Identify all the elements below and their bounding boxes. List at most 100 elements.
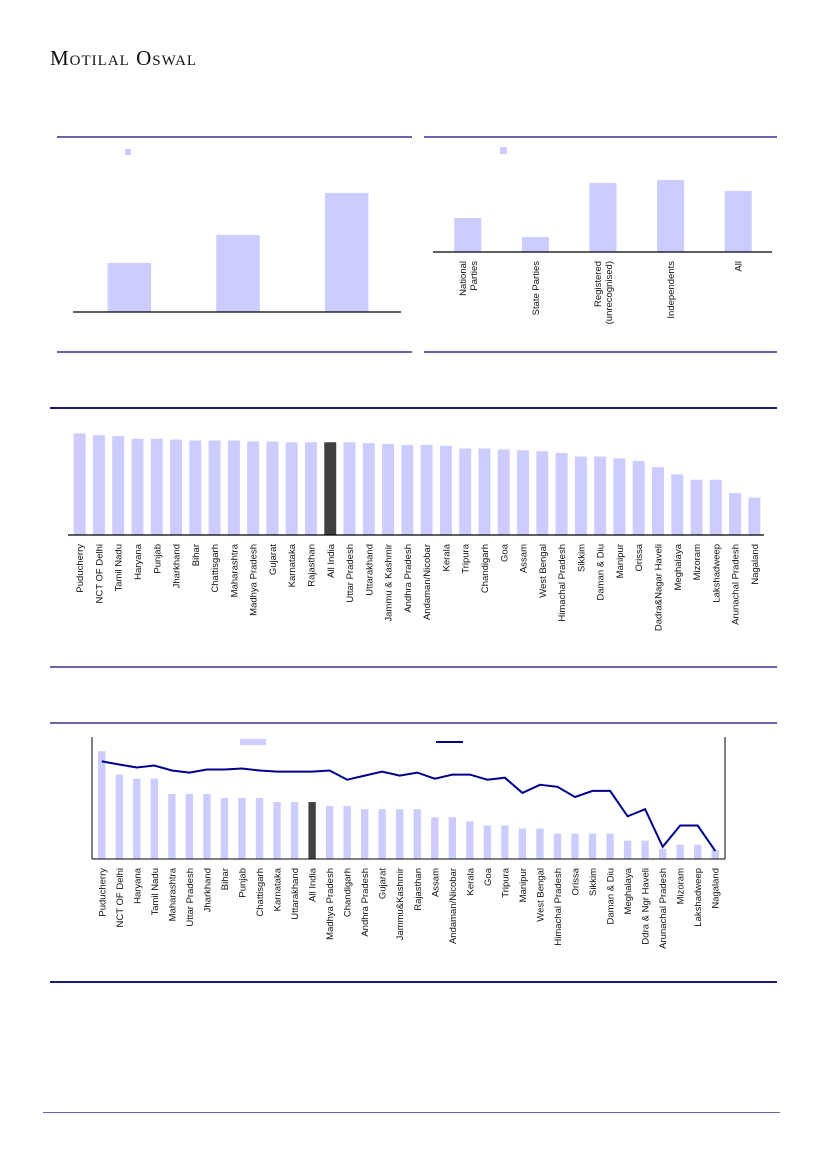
bar-0 — [107, 263, 152, 312]
x-tick-label: Tamil Nadu — [114, 544, 125, 592]
x-tick-label: Haryana — [133, 543, 144, 580]
x-tick-label: West Bengal — [538, 544, 549, 598]
x-tick-label: West Bengal — [535, 868, 546, 922]
legend-swatch — [125, 149, 131, 155]
bar-23 — [501, 825, 509, 859]
x-tick-label: Mizoram — [676, 868, 687, 905]
x-tick-label: Kerala — [441, 543, 452, 571]
bar-8 — [227, 440, 240, 535]
x-tick-label: Kerala — [465, 867, 476, 895]
x-tick-label: Dadra&Nagar Haveli — [653, 544, 664, 631]
bar-3 — [657, 180, 685, 252]
bar-2 — [133, 778, 141, 859]
x-tick-label: Haryana — [132, 867, 143, 904]
x-tick-label: Gujarat — [268, 544, 279, 576]
bar-19 — [431, 817, 439, 859]
bar-4 — [724, 191, 752, 252]
x-tick-label: Andaman/Nicobar — [422, 544, 433, 620]
bar-27 — [594, 456, 607, 535]
bar-3 — [150, 778, 159, 859]
bar-6 — [203, 793, 211, 859]
bar-29 — [632, 460, 645, 535]
x-tick-label: Uttarakhand — [290, 868, 301, 920]
bar-2 — [112, 436, 125, 535]
x-tick-label: State Parties — [531, 261, 542, 316]
x-tick-label: Uttarakhand — [364, 544, 375, 596]
x-tick-label: Puducherry — [75, 544, 86, 593]
bar-11 — [290, 802, 299, 859]
bar-35 — [748, 497, 761, 535]
bar-2 — [589, 183, 617, 252]
x-tick-label: Jammu & Kashmir — [384, 544, 395, 622]
x-tick-label: Independents — [666, 261, 677, 319]
bar-1 — [521, 237, 549, 252]
bar-28 — [613, 458, 626, 535]
bar-19 — [439, 445, 452, 535]
x-tick-label: Rajasthan — [306, 544, 317, 587]
x-tick-label: NCT OF Delhi — [94, 544, 105, 603]
section-rule — [57, 351, 412, 353]
line-series — [101, 760, 717, 852]
x-tick-label: Andhra Pradesh — [403, 544, 414, 613]
bar-4 — [150, 438, 163, 535]
x-tick-label: Meghalaya — [673, 543, 684, 590]
bar-8 — [238, 798, 246, 859]
x-tick-label: Chattisgarh — [255, 868, 266, 917]
bar-14 — [343, 806, 351, 859]
legend-swatch-bar — [240, 739, 266, 745]
bar-0 — [98, 751, 106, 859]
bar-12 — [304, 442, 317, 535]
x-tick-label: Assam — [430, 868, 441, 897]
bar-28 — [588, 833, 597, 859]
section-rule — [50, 981, 777, 983]
x-tick-label: All — [734, 261, 745, 272]
bar-12 — [308, 802, 316, 859]
bar-34 — [729, 493, 742, 535]
bar-33 — [709, 479, 722, 535]
bar-33 — [676, 844, 684, 859]
bar-23 — [517, 450, 530, 535]
bar-14 — [343, 442, 356, 535]
x-tick-label: Andhra Pradesh — [360, 868, 371, 937]
x-tick-label: Rajasthan — [413, 868, 424, 911]
x-tick-label: Madhya Pradesh — [325, 868, 336, 940]
x-tick-label: Tripura — [461, 543, 472, 573]
x-tick-label: Nagaland — [750, 544, 761, 585]
bar-5 — [185, 793, 194, 859]
bar-22 — [483, 825, 492, 859]
bar-34 — [694, 844, 702, 859]
bar-2 — [324, 193, 369, 312]
bar-1 — [115, 774, 123, 859]
bar-5 — [170, 439, 183, 535]
x-tick-label: Lakshadweep — [693, 868, 704, 927]
x-tick-label: Bihar — [220, 868, 231, 890]
x-tick-label: Chattisgarh — [210, 544, 221, 593]
x-tick-label: Mizoram — [692, 544, 703, 581]
x-tick-label: Punjab — [237, 868, 248, 898]
x-tick-label: Chandigarh — [343, 868, 354, 917]
x-tick-label: Goa — [483, 867, 494, 886]
x-tick-label: NCT OF Delhi — [115, 868, 126, 927]
x-tick-label: Puducherry — [97, 868, 108, 917]
x-tick-label: Sikkim — [576, 544, 587, 572]
bar-29 — [606, 833, 614, 859]
bar-10 — [266, 441, 279, 535]
section-rule — [50, 722, 777, 724]
x-tick-label: Nagaland — [711, 868, 722, 909]
bar-20 — [459, 448, 472, 535]
bar-26 — [574, 456, 587, 535]
bar-32 — [658, 848, 667, 859]
footer-rule — [43, 1112, 780, 1113]
bar-25 — [555, 452, 568, 535]
bar-17 — [401, 444, 414, 535]
brand-logo: Motilal Oswal — [50, 46, 198, 70]
bar-15 — [362, 443, 375, 535]
x-tick-label: Jharkhand — [202, 868, 213, 912]
bar-3 — [131, 438, 144, 535]
bar-20 — [448, 817, 457, 859]
x-tick-label: All India — [326, 543, 337, 578]
bar-9 — [247, 441, 260, 535]
bar-24 — [518, 828, 527, 859]
x-tick-label: Arunachal Pradesh — [731, 544, 742, 625]
section-rule — [424, 351, 777, 353]
